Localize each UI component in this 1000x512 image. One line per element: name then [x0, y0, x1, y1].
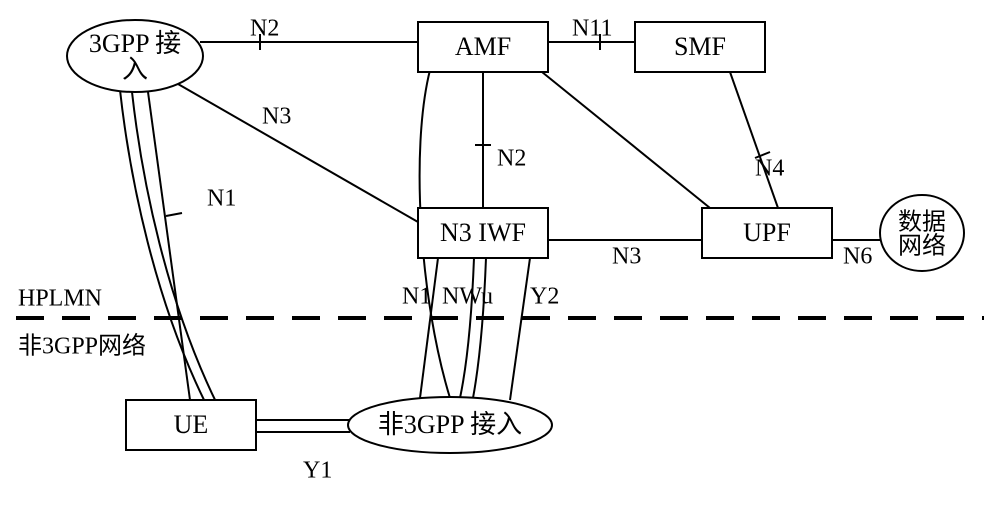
label-n3-b: N3: [612, 244, 641, 270]
label-nwu: NWu: [442, 284, 493, 310]
label-n11: N11: [572, 16, 612, 42]
edge-n3iwf-non3-n1: [420, 258, 438, 398]
diagram-canvas: 3GPP 接 入 AMF SMF N3 IWF UPF 数据 网络 UE 非3G…: [0, 0, 1000, 512]
label-n1-a: N1: [207, 186, 236, 212]
label-y2: Y2: [530, 284, 559, 310]
label-n3-a: N3: [262, 104, 291, 130]
node-non3gpp-access-label: 非3GPP 接入: [378, 410, 522, 439]
label-n1-b: N1: [402, 284, 431, 310]
node-smf-label: SMF: [674, 32, 726, 61]
node-data-network-label-2: 网络: [898, 233, 946, 260]
label-y1: Y1: [303, 458, 332, 484]
label-n2-b: N2: [497, 146, 526, 172]
edge-smf-upf: [730, 72, 778, 208]
node-n3iwf-label: N3 IWF: [440, 218, 526, 247]
node-3gpp-access-label-2: 入: [122, 55, 148, 84]
node-3gpp-access-label-1: 3GPP 接: [89, 29, 181, 58]
label-hplmn: HPLMN: [18, 286, 102, 312]
node-ue-label: UE: [174, 410, 209, 439]
edge-n3iwf-non3-nwu-b: [473, 258, 486, 398]
node-upf-label: UPF: [743, 218, 791, 247]
node-amf-label: AMF: [455, 32, 511, 61]
node-data-network-label-1: 数据: [898, 209, 946, 236]
tick-n1a: [166, 213, 182, 216]
label-n6: N6: [843, 244, 872, 270]
label-n2-a: N2: [250, 16, 279, 42]
edge-n3iwf-non3-y2: [510, 258, 530, 400]
edge-amf-upf: [542, 72, 710, 208]
label-n4: N4: [755, 156, 784, 182]
edge-n3iwf-non3-nwu-a: [460, 258, 474, 398]
label-non3gpp-domain: 非3GPP网络: [18, 333, 146, 360]
